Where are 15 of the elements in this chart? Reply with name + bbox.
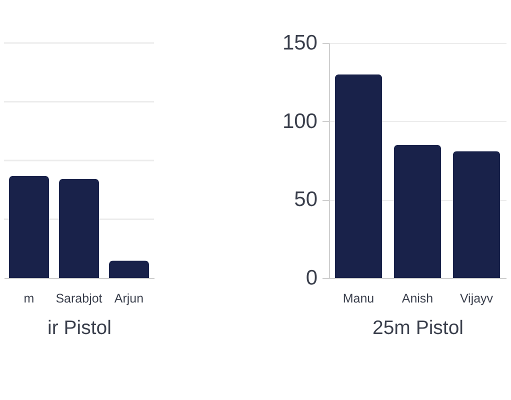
x-tick-label: Manu (342, 292, 374, 306)
x-axis-title: ir Pistol (48, 317, 112, 339)
y-tick-label: 0 (306, 266, 318, 290)
y-tick-label: 150 (282, 32, 318, 54)
y-tick-label: 100 (282, 110, 318, 133)
x-axis-title: 25m Pistol (372, 317, 464, 339)
bar (394, 144, 442, 278)
bar (334, 74, 382, 278)
x-tick-label: Arjun (114, 292, 144, 306)
y-tick-label: 50 (294, 188, 318, 212)
x-tick-label: Sarabjot (56, 292, 103, 306)
x-tick-label: Anish (402, 292, 434, 306)
x-tick-label: m (24, 292, 34, 306)
bar (452, 151, 500, 278)
x-tick-label: Vijayv (460, 292, 494, 306)
